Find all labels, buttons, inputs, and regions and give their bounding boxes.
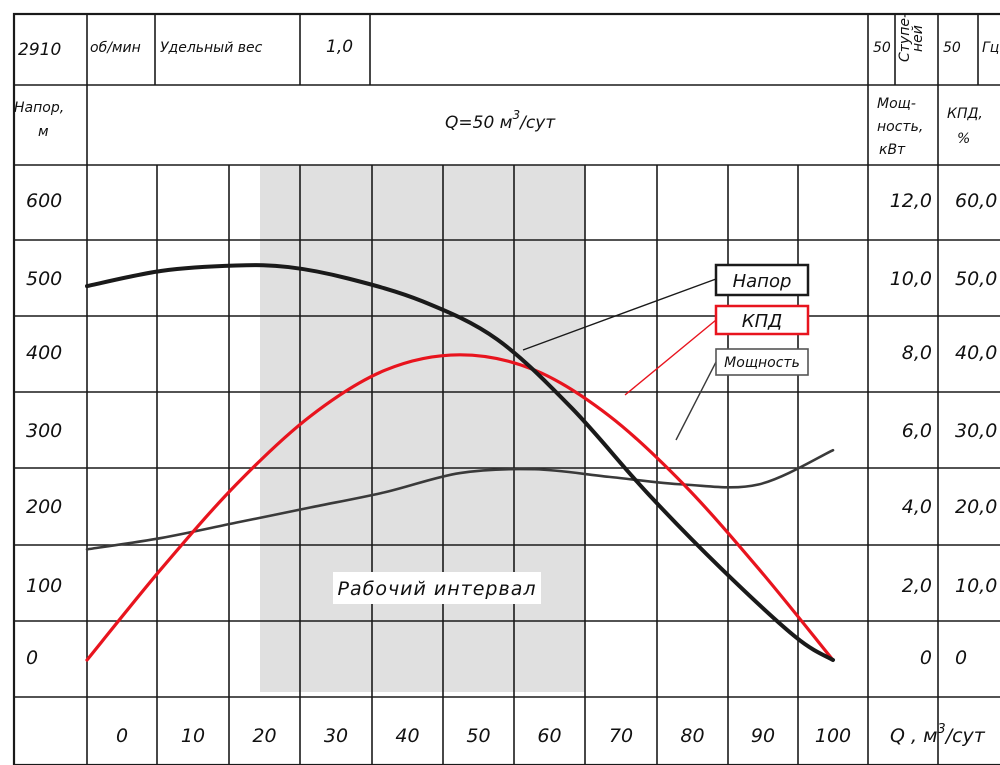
eff-label-2: % (957, 131, 970, 147)
efficiency-tick-label: 40,0 (955, 342, 997, 364)
stages-label-1: Ступе- (897, 13, 913, 62)
head-tick-label: 100 (26, 575, 62, 597)
working-interval-label: Рабочий интервал (338, 578, 537, 600)
legend-power-label: Мощность (724, 355, 800, 371)
stages-count: 50 (873, 40, 891, 56)
power-tick-label: 6,0 (902, 420, 932, 442)
speed-unit: об/мин (90, 40, 141, 56)
flow-tick-labels: 0 10 20 30 40 50 60 70 80 90 100 (116, 725, 851, 747)
legend-leader-power (675, 361, 717, 441)
working-interval-label-bg (333, 572, 541, 604)
curves (85, 263, 835, 662)
power-label-2: ность, (877, 119, 923, 135)
flow-tick-label: 60 (537, 725, 561, 747)
speed-value: 2910 (18, 40, 61, 60)
legend-eff-box (714, 304, 810, 336)
flow-tick-label: 30 (324, 725, 348, 747)
flow-tick-label: 20 (252, 725, 276, 747)
efficiency-tick-label: 30,0 (955, 420, 997, 442)
x-axis-label: Q , м3/сут (890, 722, 986, 747)
svg-text:Q=50 м3/сут: Q=50 м3/сут (445, 108, 556, 133)
head-tick-label: 500 (26, 268, 62, 290)
efficiency-tick-label: 20,0 (955, 496, 997, 518)
flow-tick-label: 70 (609, 725, 633, 747)
power-tick-label: 2,0 (902, 575, 932, 597)
flow-tick-label: 10 (181, 725, 205, 747)
power-label-1: Мощ- (877, 96, 916, 112)
efficiency-tick-label: 0 (955, 647, 967, 669)
head-tick-label: 400 (26, 342, 62, 364)
stages-label-2: ней (910, 25, 926, 52)
efficiency-tick-labels: 60,0 50,0 40,0 30,0 20,0 10,0 0 (955, 190, 997, 669)
eff-label-1: КПД, (947, 106, 983, 122)
flow-tick-label: 50 (466, 725, 490, 747)
specific-weight-value: 1,0 (326, 37, 353, 57)
power-tick-label: 10,0 (890, 268, 932, 290)
grid (12, 12, 1000, 765)
legend-head-box (714, 263, 810, 297)
power-tick-labels: 12,0 10,0 8,0 6,0 4,0 2,0 0 (890, 190, 932, 669)
power-tick-label: 4,0 (902, 496, 932, 518)
working-interval-band (260, 165, 585, 692)
svg-text:Q , м3/сут: Q , м3/сут (890, 722, 986, 747)
legend-eff-label: КПД (742, 311, 782, 332)
nominal-q-label: Q=50 м3/сут (445, 108, 556, 133)
efficiency-tick-label: 10,0 (955, 575, 997, 597)
hz-value: 50 (943, 40, 961, 56)
legend-power-box (715, 348, 809, 376)
flow-tick-label: 40 (395, 725, 419, 747)
flow-tick-label: 0 (116, 725, 128, 747)
efficiency-tick-label: 60,0 (955, 190, 997, 212)
head-tick-labels: 600 500 400 300 200 100 0 (26, 190, 62, 669)
head-tick-label: 200 (26, 496, 62, 518)
head-label-1: Напор, (14, 100, 64, 116)
head-tick-label: 0 (26, 647, 38, 669)
efficiency-tick-label: 50,0 (955, 268, 997, 290)
head-label-2: м (38, 124, 49, 140)
power-label-3: кВт (879, 142, 906, 158)
hz-label: Гц (982, 40, 999, 56)
specific-weight-label: Удельный вес (160, 40, 263, 56)
power-tick-label: 8,0 (902, 342, 932, 364)
legend-leader-eff (624, 319, 717, 396)
power-tick-label: 0 (920, 647, 932, 669)
flow-tick-label: 100 (815, 725, 851, 747)
flow-tick-label: 90 (751, 725, 775, 747)
power-tick-label: 12,0 (890, 190, 932, 212)
legend-leader-head (522, 278, 717, 351)
head-tick-label: 600 (26, 190, 62, 212)
legend: Напор КПД Мощность (522, 263, 810, 441)
legend-head-label: Напор (733, 271, 792, 292)
head-tick-label: 300 (26, 420, 62, 442)
flow-tick-label: 80 (680, 725, 704, 747)
